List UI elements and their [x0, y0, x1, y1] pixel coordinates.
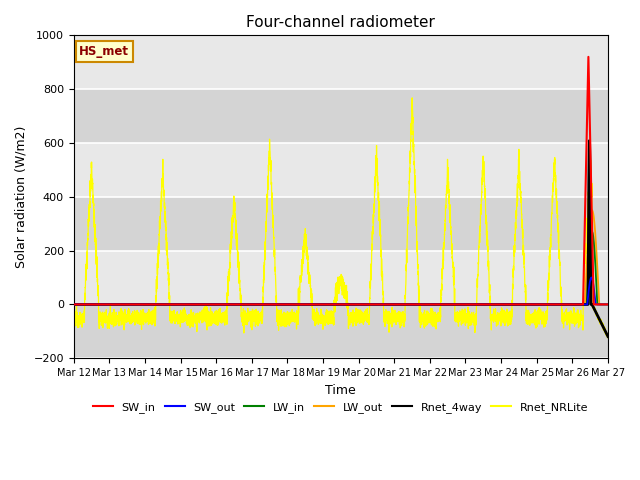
SW_in [461, 301, 468, 307]
Rnet_4way [166, 301, 173, 307]
Rnet_4way [491, 301, 499, 307]
LW_out [491, 301, 499, 307]
Rnet_NRLite [431, 314, 439, 320]
SW_out [166, 301, 173, 307]
LW_in [604, 301, 611, 307]
Rnet_NRLite [604, 334, 612, 340]
Rnet_4way [321, 301, 328, 307]
SW_in [70, 301, 77, 307]
LW_in [604, 301, 612, 307]
Rnet_4way [431, 301, 438, 307]
LW_in [166, 301, 173, 307]
Title: Four-channel radiometer: Four-channel radiometer [246, 15, 435, 30]
Rnet_4way [70, 301, 77, 307]
SW_out [321, 301, 328, 307]
Bar [74, 89, 608, 143]
SW_in [321, 301, 328, 307]
LW_in [491, 301, 499, 307]
Bar [74, 304, 608, 358]
SW_in [604, 301, 612, 307]
Rnet_NRLite [461, 317, 468, 323]
Bar [74, 197, 608, 251]
Bar [74, 36, 608, 89]
SW_out [431, 301, 438, 307]
Bar [74, 251, 608, 304]
LW_out [431, 301, 438, 307]
SW_in [604, 301, 611, 307]
Rnet_NRLite [321, 314, 328, 320]
LW_in [588, 229, 596, 235]
LW_in [461, 301, 468, 307]
SW_out [70, 301, 77, 307]
SW_out [604, 301, 612, 307]
Rnet_4way [604, 334, 612, 339]
Line: LW_out: LW_out [74, 210, 608, 304]
Rnet_4way [586, 138, 593, 144]
LW_out [321, 301, 328, 307]
Rnet_NRLite [604, 332, 611, 337]
Line: Rnet_NRLite: Rnet_NRLite [74, 98, 608, 338]
SW_in [491, 301, 499, 307]
Legend: SW_in, SW_out, LW_in, LW_out, Rnet_4way, Rnet_NRLite: SW_in, SW_out, LW_in, LW_out, Rnet_4way,… [88, 397, 593, 417]
LW_out [70, 301, 77, 307]
LW_out [588, 207, 596, 213]
Rnet_NRLite [408, 95, 416, 101]
SW_out [604, 301, 611, 307]
LW_in [70, 301, 77, 307]
SW_in [584, 54, 592, 60]
Rnet_4way [604, 332, 611, 338]
LW_in [431, 301, 438, 307]
Rnet_NRLite [70, 316, 77, 322]
LW_out [461, 301, 468, 307]
X-axis label: Time: Time [326, 384, 356, 396]
Y-axis label: Solar radiation (W/m2): Solar radiation (W/m2) [15, 126, 28, 268]
Line: Rnet_4way: Rnet_4way [74, 141, 608, 336]
SW_out [491, 301, 499, 307]
Line: LW_in: LW_in [74, 232, 608, 304]
Bar [74, 143, 608, 197]
Line: SW_in: SW_in [74, 57, 608, 304]
Rnet_NRLite [166, 302, 173, 308]
SW_out [588, 275, 595, 280]
Rnet_NRLite [491, 312, 499, 318]
SW_in [166, 301, 173, 307]
LW_in [321, 301, 328, 307]
LW_out [166, 301, 173, 307]
SW_in [431, 301, 438, 307]
SW_out [461, 301, 468, 307]
LW_out [604, 301, 612, 307]
Line: SW_out: SW_out [74, 277, 608, 304]
Rnet_4way [461, 301, 468, 307]
LW_out [604, 301, 611, 307]
Rnet_NRLite [604, 335, 612, 341]
Text: HS_met: HS_met [79, 45, 129, 58]
